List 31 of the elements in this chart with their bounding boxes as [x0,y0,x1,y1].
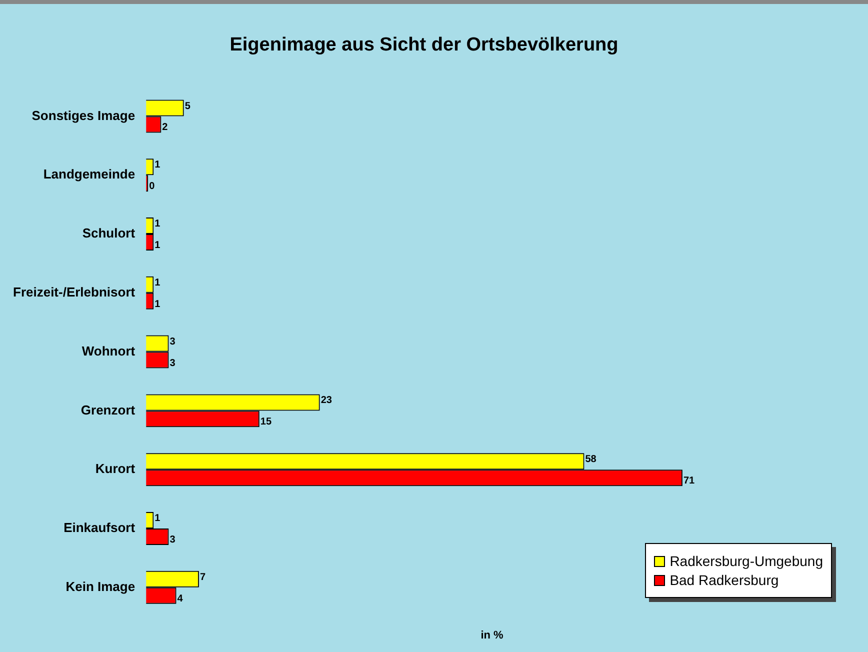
data-label: 1 [154,277,161,288]
chart-title: Eigenimage aus Sicht der Ortsbevölkerung [230,34,618,56]
data-label: 3 [170,336,176,348]
y-tick-label: Freizeit-/Erlebnisort [13,284,136,300]
y-tick-label: Kein Image [66,578,136,594]
data-label: 58 [585,454,597,466]
data-label: 71 [683,476,696,487]
data-label: 1 [154,298,161,310]
data-label: 23 [320,395,332,406]
y-tick-label: Landgemeinde [43,166,136,182]
data-label: 0 [149,181,156,192]
y-tick-label: Kurort [95,461,136,476]
y-tick-label: Grenzort [80,402,136,418]
legend-label: Radkersburg-Umgebung [670,553,823,569]
data-label: 1 [154,240,161,252]
y-tick-label: Schulort [82,226,136,241]
data-label: 3 [170,534,176,546]
data-label: 3 [170,358,176,369]
legend-label: Bad Radkersburg [670,572,779,588]
y-tick-label: Sonstiges Image [32,108,136,123]
data-label: 4 [177,593,184,604]
data-label: 1 [154,512,161,524]
data-label: 15 [260,416,272,428]
data-label: 2 [162,122,168,134]
x-axis-title: in % [480,629,504,642]
data-label: 5 [184,100,191,112]
data-label: 1 [154,218,161,230]
y-tick-label: Wohnort [82,343,136,358]
y-tick-label: Einkaufsort [64,520,136,536]
data-label: 1 [154,160,161,171]
data-label: 7 [200,572,206,583]
